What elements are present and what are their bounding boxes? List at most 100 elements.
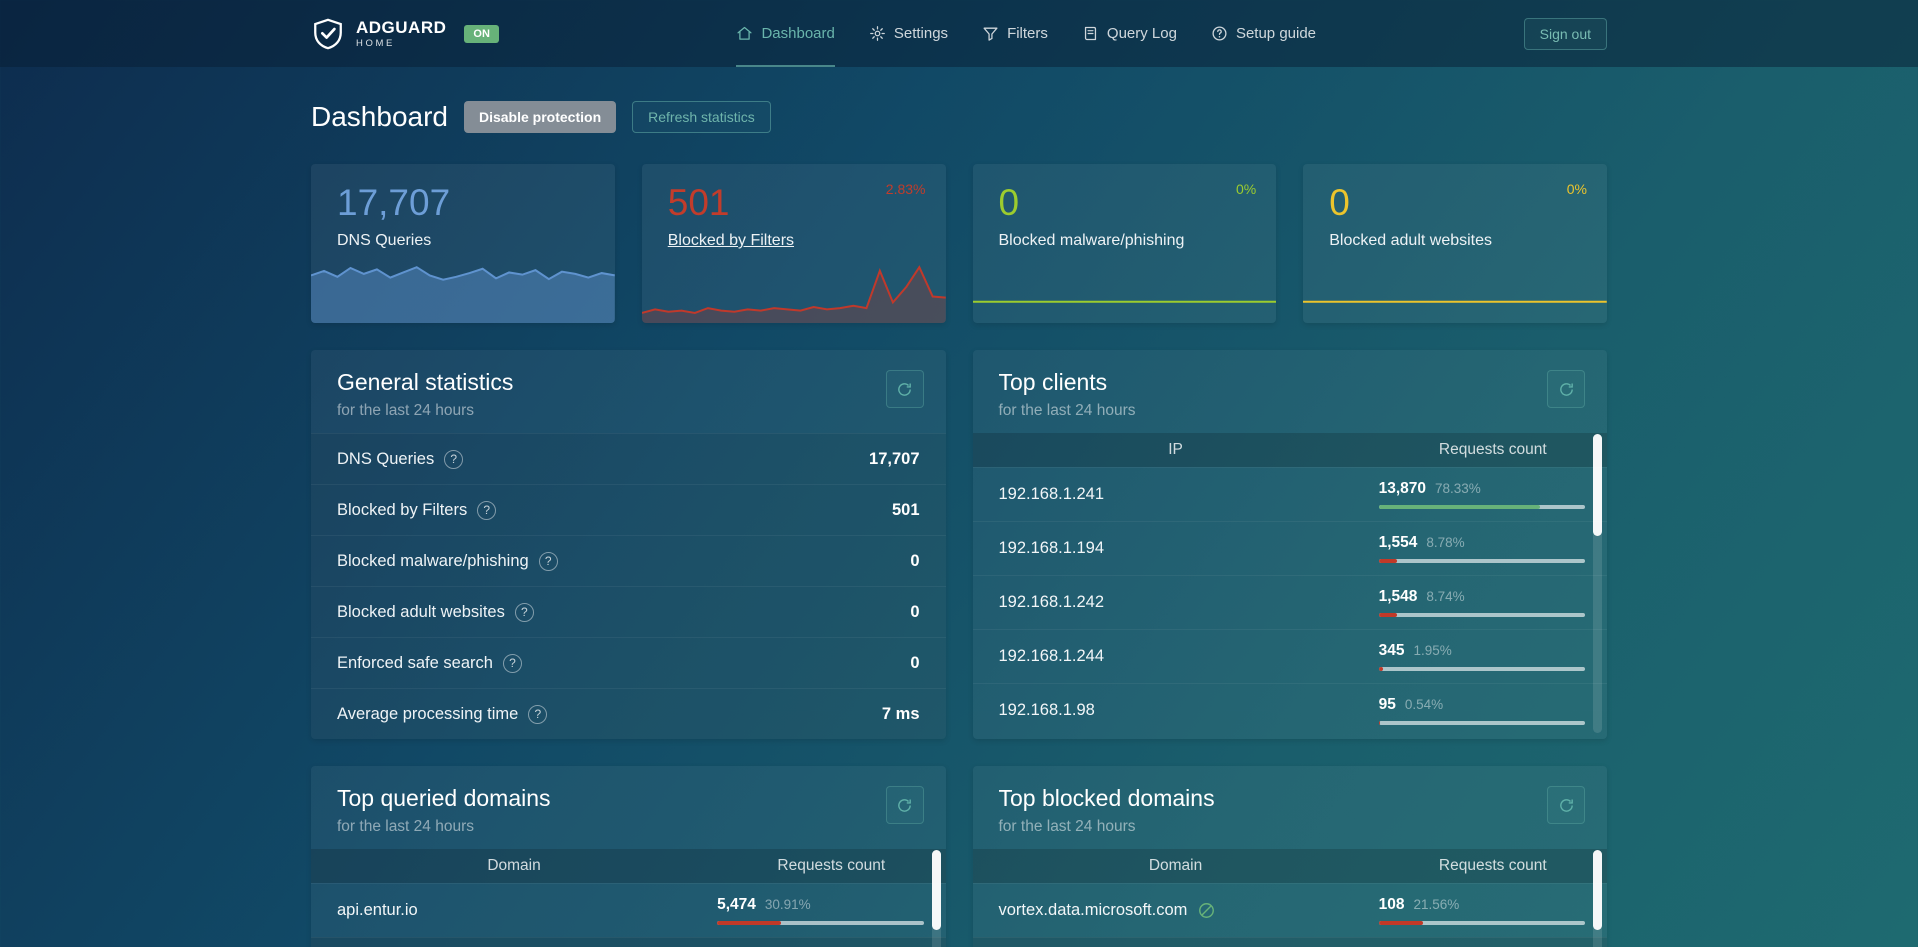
column-header-domain[interactable]: Domain — [1148, 857, 1203, 874]
panel-title: Top queried domains — [337, 785, 551, 811]
request-count: 1,548 — [1378, 588, 1418, 605]
request-count: 108 — [1378, 896, 1405, 913]
request-bar — [1378, 505, 1585, 509]
refresh-top-queried-button[interactable] — [885, 786, 924, 824]
nav-label: Query Log — [1106, 25, 1177, 42]
nav-item-setup-guide[interactable]: Setup guide — [1211, 0, 1316, 67]
stat-row-value: 0 — [910, 653, 920, 672]
help-icon[interactable]: ? — [514, 602, 534, 622]
sign-out-button[interactable]: Sign out — [1523, 17, 1607, 50]
refresh-icon — [898, 798, 911, 812]
help-icon[interactable]: ? — [444, 449, 464, 469]
client-ip: 192.168.1.98 — [998, 701, 1095, 719]
page-title: Dashboard — [311, 101, 448, 132]
client-requests-cell: 1,554 8.78% — [1378, 534, 1607, 563]
blocked-adult-percent: 0% — [1566, 181, 1587, 197]
nav-item-dashboard[interactable]: Dashboard — [736, 0, 835, 67]
request-bar — [1378, 921, 1585, 925]
disable-protection-button[interactable]: Disable protection — [463, 101, 617, 133]
stat-row-processing-time: Average processing time? 7 ms — [311, 688, 946, 739]
next-row-partial — [972, 937, 1607, 947]
client-ip: 192.168.1.242 — [998, 593, 1105, 611]
queried-domain: api.entur.io — [337, 901, 418, 919]
panel-title: Top clients — [998, 369, 1108, 395]
nav-label: Dashboard — [761, 25, 835, 42]
request-bar — [1378, 613, 1585, 617]
column-header-requests[interactable]: Requests count — [1438, 857, 1547, 874]
request-count: 345 — [1378, 642, 1405, 659]
next-row-partial — [311, 937, 946, 947]
panel-subtitle: for the last 24 hours — [337, 818, 474, 835]
queried-table-header: Domain Requests count — [311, 849, 946, 883]
dns-queries-sparkline — [311, 261, 615, 323]
refresh-top-blocked-button[interactable] — [1547, 786, 1585, 824]
column-header-requests[interactable]: Requests count — [777, 857, 886, 874]
request-percent: 78.33% — [1435, 481, 1481, 496]
blocked-domain: vortex.data.microsoft.com — [998, 901, 1188, 919]
adguard-home-logo[interactable]: ADGUARD HOME ON — [311, 17, 499, 51]
dashboard-icon — [737, 26, 752, 40]
stat-row-dns-queries: DNS Queries? 17,707 — [311, 433, 946, 484]
column-header-requests[interactable]: Requests count — [1438, 441, 1547, 458]
blocked-table-header: Domain Requests count — [972, 849, 1607, 883]
blocked-filters-percent: 2.83% — [885, 181, 926, 197]
column-header-ip[interactable]: IP — [1168, 441, 1183, 458]
card-dns-queries: 17,707 DNS Queries — [311, 164, 615, 323]
refresh-statistics-button[interactable]: Refresh statistics — [632, 101, 771, 133]
help-icon[interactable]: ? — [502, 653, 522, 673]
client-requests-cell: 1,548 8.74% — [1378, 588, 1607, 617]
tracker-icon[interactable] — [1197, 901, 1216, 920]
refresh-general-stats-button[interactable] — [885, 370, 924, 408]
dns-queries-value: 17,707 — [337, 182, 451, 223]
queried-scrollbar-thumb[interactable] — [931, 850, 941, 930]
column-header-domain[interactable]: Domain — [487, 857, 541, 874]
stat-row-label: Blocked malware/phishing — [337, 551, 529, 570]
nav-item-settings[interactable]: Settings — [869, 0, 948, 67]
blocked-adult-label: Blocked adult websites — [1329, 232, 1493, 249]
stat-row-label: DNS Queries — [337, 449, 435, 468]
clients-table-body: 192.168.1.241 13,870 78.33% 192.168.1.194… — [972, 467, 1607, 737]
blocked-table-body: vortex.data.microsoft.com 108 21.56% — [972, 883, 1607, 947]
card-blocked-malware: 0 Blocked malware/phishing 0% — [972, 164, 1277, 323]
panel-subtitle: for the last 24 hours — [998, 402, 1136, 419]
help-icon[interactable]: ? — [528, 704, 548, 724]
blocked-scrollbar-thumb[interactable] — [1593, 850, 1602, 930]
request-percent: 8.78% — [1426, 535, 1465, 550]
blocked-filters-link[interactable]: Blocked by Filters — [667, 232, 795, 249]
card-blocked-by-filters: 501 Blocked by Filters 2.83% — [641, 164, 946, 323]
clients-scrollbar — [1593, 434, 1602, 733]
query-log-book-icon — [1084, 26, 1097, 41]
nav-menu: Dashboard Settings Filters — [529, 0, 1524, 67]
request-bar — [1378, 559, 1585, 563]
top-clients-panel: Top clients for the last 24 hours IP Req… — [972, 350, 1607, 739]
stat-row-value: 17,707 — [869, 449, 920, 468]
blocked-filters-sparkline — [641, 261, 946, 323]
nav-item-filters[interactable]: Filters — [982, 0, 1048, 67]
help-icon[interactable]: ? — [538, 551, 558, 571]
client-row: 192.168.1.241 13,870 78.33% — [972, 467, 1607, 521]
queried-scrollbar — [931, 850, 941, 947]
client-row: 192.168.1.98 95 0.54% — [972, 683, 1607, 737]
client-ip: 192.168.1.241 — [998, 485, 1105, 503]
request-count: 1,554 — [1378, 534, 1418, 551]
shield-check-logo-icon — [314, 18, 342, 49]
nav-item-query-log[interactable]: Query Log — [1082, 0, 1177, 67]
clients-scrollbar-thumb[interactable] — [1593, 434, 1602, 536]
refresh-top-clients-button[interactable] — [1547, 370, 1585, 408]
client-ip: 192.168.1.244 — [998, 647, 1105, 665]
queried-table-body: api.entur.io 5,474 30.91% — [311, 883, 946, 947]
request-bar — [1378, 721, 1585, 725]
blocked-malware-label: Blocked malware/phishing — [998, 232, 1185, 249]
general-statistics-panel: General statistics for the last 24 hours… — [311, 350, 946, 739]
blocked-adult-sparkline — [1303, 277, 1607, 303]
request-percent: 8.74% — [1426, 589, 1465, 604]
blocked-domain-row: vortex.data.microsoft.com 108 21.56% — [972, 883, 1607, 937]
client-row: 192.168.1.194 1,554 8.78% — [972, 521, 1607, 575]
panel-subtitle: for the last 24 hours — [998, 818, 1136, 835]
nav-label: Filters — [1007, 25, 1048, 42]
request-percent: 0.54% — [1404, 697, 1444, 712]
clients-table-header: IP Requests count — [972, 433, 1607, 467]
stat-row-blocked-adult: Blocked adult websites? 0 — [311, 586, 946, 637]
filter-funnel-icon — [983, 27, 998, 41]
help-icon[interactable]: ? — [477, 500, 497, 520]
